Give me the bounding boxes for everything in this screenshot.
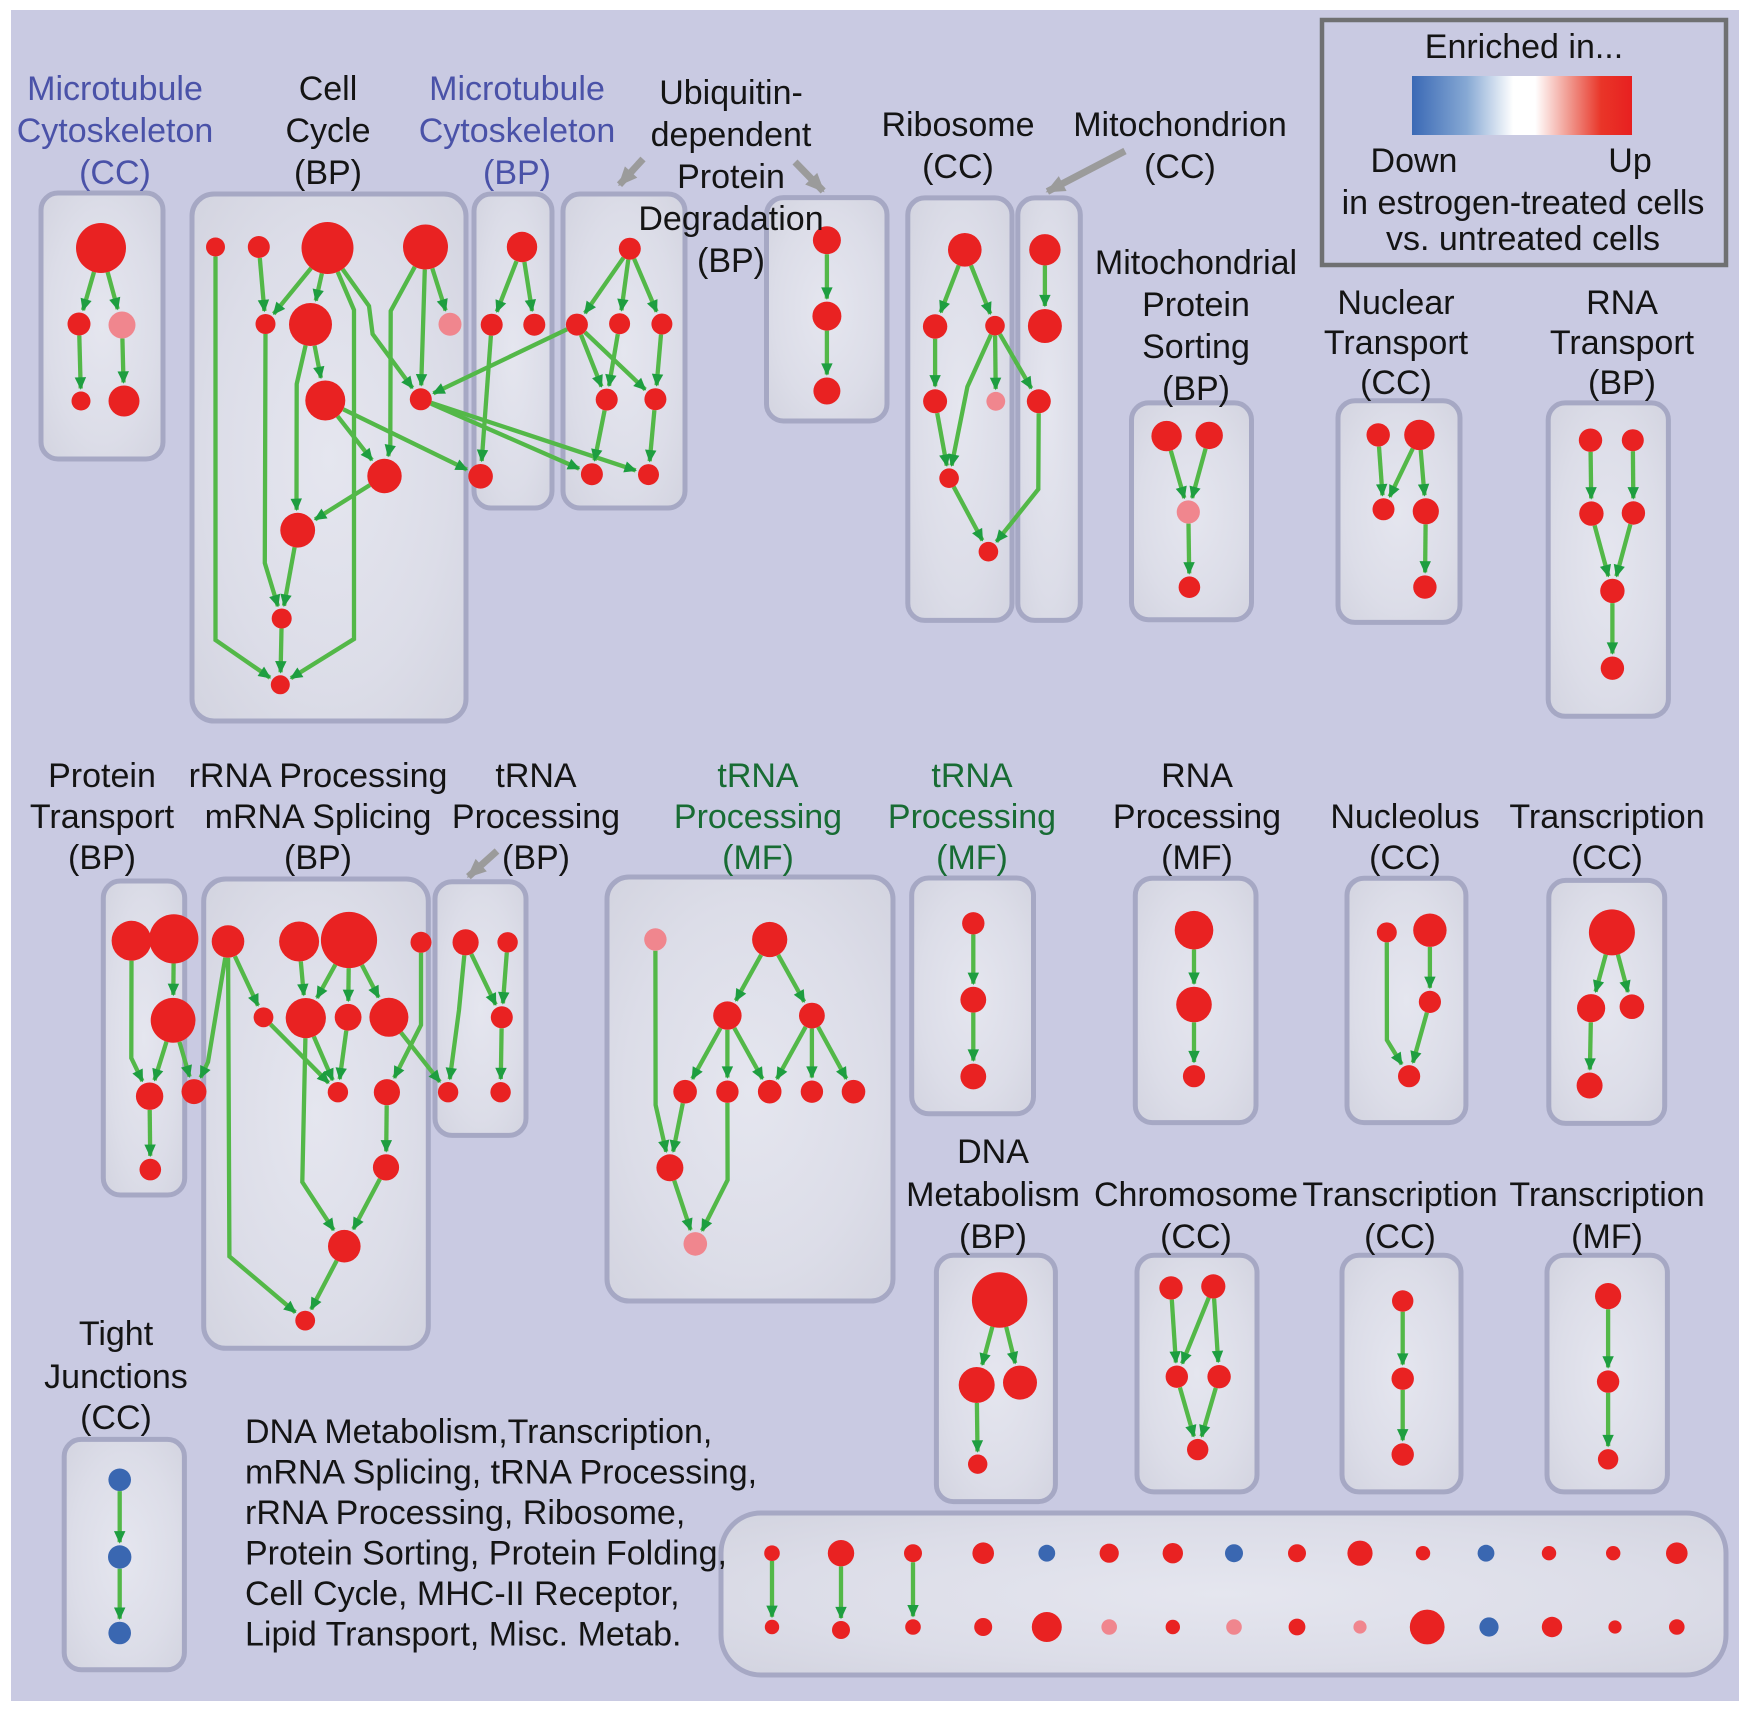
svg-text:Lipid Transport, Misc. Metab.: Lipid Transport, Misc. Metab. bbox=[245, 1616, 682, 1654]
svg-text:(CC): (CC) bbox=[922, 148, 994, 186]
svg-text:Processing: Processing bbox=[888, 798, 1056, 836]
svg-text:(BP): (BP) bbox=[483, 154, 551, 192]
svg-text:dependent: dependent bbox=[651, 116, 812, 154]
svg-text:Microtubule: Microtubule bbox=[429, 70, 605, 108]
svg-text:vs. untreated cells: vs. untreated cells bbox=[1386, 220, 1660, 258]
svg-text:Transport: Transport bbox=[1324, 324, 1469, 362]
svg-text:rRNA Processing: rRNA Processing bbox=[189, 757, 448, 795]
svg-text:Tight: Tight bbox=[79, 1315, 154, 1353]
svg-text:Mitochondrial: Mitochondrial bbox=[1095, 244, 1297, 282]
svg-text:rRNA Processing, Ribosome,: rRNA Processing, Ribosome, bbox=[245, 1494, 685, 1532]
svg-text:in estrogen-treated cells: in estrogen-treated cells bbox=[1342, 184, 1705, 222]
svg-text:Transcription: Transcription bbox=[1509, 798, 1704, 836]
svg-text:(MF): (MF) bbox=[936, 839, 1008, 877]
svg-text:(MF): (MF) bbox=[722, 839, 794, 877]
svg-text:Sorting: Sorting bbox=[1142, 328, 1250, 366]
svg-text:Enriched in...: Enriched in... bbox=[1425, 28, 1623, 66]
svg-text:(BP): (BP) bbox=[1588, 364, 1656, 402]
svg-text:DNA: DNA bbox=[957, 1133, 1029, 1171]
svg-text:Processing: Processing bbox=[452, 798, 620, 836]
svg-text:(BP): (BP) bbox=[697, 242, 765, 280]
svg-text:Up: Up bbox=[1608, 142, 1651, 180]
svg-text:Mitochondrion: Mitochondrion bbox=[1073, 106, 1287, 144]
svg-text:(CC): (CC) bbox=[1571, 839, 1643, 877]
svg-text:(CC): (CC) bbox=[1144, 148, 1216, 186]
svg-text:(BP): (BP) bbox=[294, 154, 362, 192]
svg-text:(CC): (CC) bbox=[1369, 839, 1441, 877]
svg-text:(CC): (CC) bbox=[1364, 1218, 1436, 1256]
svg-text:(MF): (MF) bbox=[1161, 839, 1233, 877]
svg-text:mRNA Splicing: mRNA Splicing bbox=[205, 798, 432, 836]
svg-text:Metabolism: Metabolism bbox=[906, 1176, 1080, 1214]
svg-text:(BP): (BP) bbox=[1162, 370, 1230, 408]
svg-text:Processing: Processing bbox=[674, 798, 842, 836]
svg-text:(BP): (BP) bbox=[68, 839, 136, 877]
svg-text:Cycle: Cycle bbox=[285, 112, 370, 150]
svg-text:(BP): (BP) bbox=[959, 1218, 1027, 1256]
svg-text:Cell: Cell bbox=[299, 70, 358, 108]
svg-text:(CC): (CC) bbox=[1360, 364, 1432, 402]
svg-text:Processing: Processing bbox=[1113, 798, 1281, 836]
svg-text:Chromosome: Chromosome bbox=[1094, 1176, 1298, 1214]
svg-text:Ubiquitin-: Ubiquitin- bbox=[659, 74, 803, 112]
svg-text:(MF): (MF) bbox=[1571, 1218, 1643, 1256]
svg-text:mRNA Splicing, tRNA Processing: mRNA Splicing, tRNA Processing, bbox=[245, 1454, 757, 1492]
svg-text:tRNA: tRNA bbox=[717, 757, 799, 795]
svg-text:Microtubule: Microtubule bbox=[27, 70, 203, 108]
svg-text:Transport: Transport bbox=[30, 798, 175, 836]
svg-text:tRNA: tRNA bbox=[931, 757, 1013, 795]
svg-text:Nucleolus: Nucleolus bbox=[1330, 798, 1479, 836]
svg-text:RNA: RNA bbox=[1586, 284, 1658, 322]
svg-text:DNA Metabolism,Transcription,: DNA Metabolism,Transcription, bbox=[245, 1413, 712, 1451]
svg-text:Transcription: Transcription bbox=[1509, 1176, 1704, 1214]
svg-text:Transcription: Transcription bbox=[1302, 1176, 1497, 1214]
svg-text:Cytoskeleton: Cytoskeleton bbox=[17, 112, 214, 150]
svg-text:Down: Down bbox=[1371, 142, 1458, 180]
svg-text:Protein: Protein bbox=[48, 757, 156, 795]
svg-text:Protein Sorting, Protein Foldi: Protein Sorting, Protein Folding, bbox=[245, 1535, 727, 1573]
svg-text:Cytoskeleton: Cytoskeleton bbox=[419, 112, 616, 150]
svg-text:(BP): (BP) bbox=[502, 839, 570, 877]
svg-text:tRNA: tRNA bbox=[495, 757, 577, 795]
svg-text:RNA: RNA bbox=[1161, 757, 1233, 795]
svg-text:Nuclear: Nuclear bbox=[1337, 284, 1454, 322]
svg-text:(CC): (CC) bbox=[1160, 1218, 1232, 1256]
svg-text:Junctions: Junctions bbox=[44, 1358, 188, 1396]
svg-text:Cell Cycle, MHC-II Receptor,: Cell Cycle, MHC-II Receptor, bbox=[245, 1575, 680, 1613]
svg-text:Ribosome: Ribosome bbox=[881, 106, 1034, 144]
svg-text:Protein: Protein bbox=[677, 158, 785, 196]
svg-text:(BP): (BP) bbox=[284, 839, 352, 877]
svg-text:Degradation: Degradation bbox=[638, 200, 823, 238]
svg-text:Transport: Transport bbox=[1550, 324, 1695, 362]
svg-text:Protein: Protein bbox=[1142, 286, 1250, 324]
svg-text:(CC): (CC) bbox=[79, 154, 151, 192]
svg-text:(CC): (CC) bbox=[80, 1399, 152, 1437]
